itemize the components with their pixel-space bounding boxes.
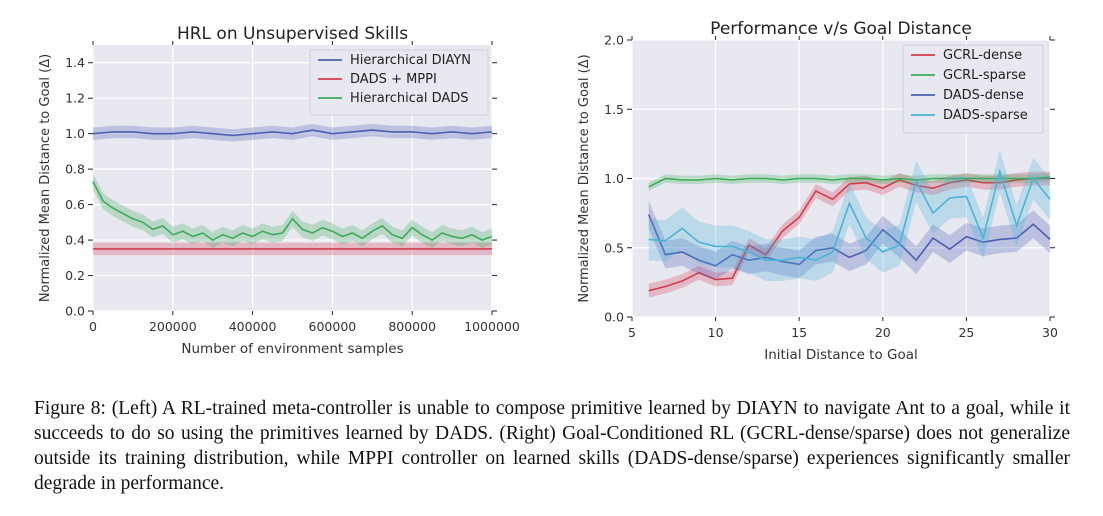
chart-title: Performance v/s Goal Distance [710,19,972,39]
legend: GCRL-dense GCRL-sparse DADS-dense DADS-spar… [902,44,1044,134]
series-line [648,176,1051,188]
y-tick-label: 1.2 [65,91,85,106]
x-tick-label: 600000 [309,319,357,334]
legend-label: DADS-sparse [943,108,1028,123]
y-tick-label: 2.0 [604,33,624,48]
legend-label: DADS-dense [943,88,1024,103]
legend-box [902,44,1044,134]
legend-box [309,49,489,116]
figure-canvas: 0 200000 400000 600000 800000 1000000 0.0 0.2 0.… [38,19,1058,363]
y-tick-label: 1.0 [65,126,85,141]
chart-1: 0 200000 400000 600000 800000 1000000 0.0 0.2 0.… [38,24,520,357]
y-axis-label: Normalized Mean Distance to Goal (Δ) [38,54,53,302]
legend-label: GCRL-sparse [943,68,1026,83]
legend-label: Hierarchical DADS [350,91,469,106]
x-tick-label: 400000 [229,319,277,334]
x-tick-label: 0 [89,319,97,334]
chart-2: 5 10 15 20 25 30 0.0 0.5 1.0 1.5 2.0 Performance v/… [577,19,1058,363]
confidence-band [648,173,1050,191]
confidence-band [93,173,492,248]
series-line [92,181,493,242]
y-tick-label: 0.6 [65,197,85,212]
x-tick-label: 10 [708,325,724,340]
x-tick-label: 800000 [388,319,436,334]
caption-text: (Left) A RL-trained meta-controller is u… [34,398,1070,494]
series-gcrl-sparse [648,173,1051,191]
y-tick-label: 0.5 [604,240,624,255]
legend-label: Hierarchical DIAYN [350,53,471,68]
x-tick-label: 200000 [149,319,197,334]
figure-caption: Figure 8: (Left) A RL-trained meta-contr… [34,396,1070,496]
x-axis-label: Initial Distance to Goal [764,347,918,363]
series-gcrl-dense [648,171,1050,298]
series-line [648,177,1050,292]
confidence-band [93,123,492,142]
series-line [647,214,1051,267]
y-tick-label: 0.8 [65,162,85,177]
series-hierarchical-dads [92,173,493,248]
legend: Hierarchical DIAYN DADS + MPPI Hierarchica… [309,49,489,116]
y-tick-label: 0.4 [65,233,85,248]
legend-label: DADS + MPPI [350,72,437,87]
x-tick-label: 30 [1042,325,1058,340]
x-tick-label: 15 [791,325,807,340]
confidence-band [648,150,1050,281]
y-tick-label: 0.0 [604,310,624,325]
y-tick-label: 1.4 [65,55,85,70]
legend-label: GCRL-dense [943,48,1022,63]
confidence-band [648,171,1050,298]
x-tick-label: 1000000 [464,319,520,334]
y-tick-label: 0.0 [65,304,85,319]
x-tick-label: 5 [628,325,636,340]
y-tick-label: 1.0 [604,171,624,186]
x-axis-label: Number of environment samples [181,341,403,357]
series-dads-dense [647,200,1051,280]
series-hierarchical-diayn [92,123,493,142]
chart-title: HRL on Unsupervised Skills [177,24,408,44]
x-tick-label: 25 [958,325,974,340]
series-line [648,168,1051,262]
series-dads-mppi [93,242,492,256]
y-axis-label: Normalized Mean Distance to Goal (Δ) [577,54,592,302]
series-dads-sparse [648,150,1051,281]
y-tick-label: 0.2 [65,268,85,283]
caption-prefix: Figure 8: [34,398,112,419]
y-tick-label: 1.5 [604,102,624,117]
series-line [92,129,493,137]
x-tick-label: 20 [875,325,891,340]
